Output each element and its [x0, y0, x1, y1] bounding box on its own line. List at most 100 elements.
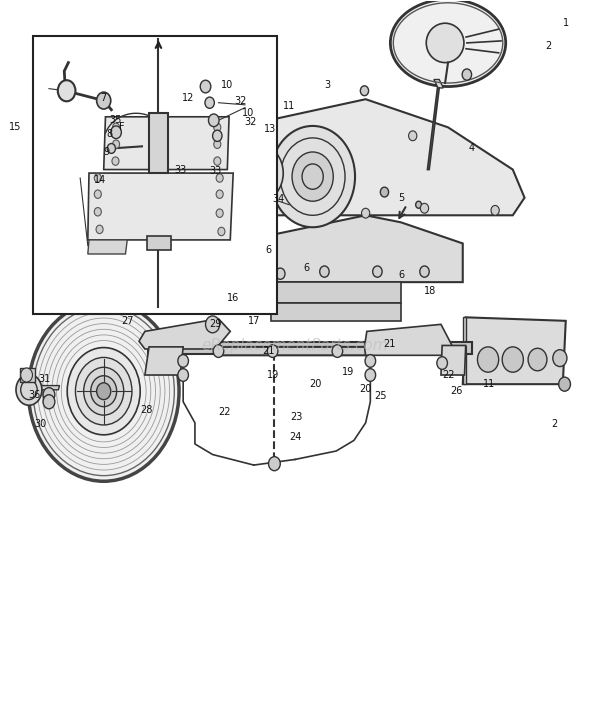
Circle shape	[97, 383, 111, 400]
Text: 28: 28	[140, 405, 153, 415]
Circle shape	[267, 345, 278, 357]
Text: 35: 35	[109, 116, 122, 125]
Text: 22: 22	[442, 370, 454, 380]
Circle shape	[373, 266, 382, 277]
Circle shape	[553, 350, 567, 367]
Circle shape	[205, 97, 214, 109]
Circle shape	[437, 357, 447, 369]
Text: 33: 33	[209, 166, 222, 176]
Text: 36: 36	[29, 390, 41, 400]
Text: 30: 30	[35, 419, 47, 429]
Circle shape	[16, 374, 42, 405]
Text: 23: 23	[290, 412, 302, 422]
Text: 1: 1	[563, 18, 569, 28]
Text: F: F	[119, 123, 124, 133]
Circle shape	[212, 130, 222, 142]
Text: 16: 16	[227, 293, 240, 302]
Polygon shape	[218, 347, 367, 355]
Text: 18: 18	[424, 286, 437, 296]
Circle shape	[113, 140, 120, 149]
Circle shape	[191, 198, 199, 208]
Circle shape	[559, 377, 571, 391]
Polygon shape	[139, 319, 230, 349]
Circle shape	[381, 187, 389, 197]
Circle shape	[107, 144, 116, 154]
Polygon shape	[88, 173, 233, 240]
Circle shape	[200, 80, 211, 93]
Circle shape	[178, 369, 188, 381]
Text: 15: 15	[9, 123, 22, 133]
Circle shape	[111, 126, 122, 139]
Text: 13: 13	[264, 124, 276, 134]
Circle shape	[214, 123, 221, 132]
Circle shape	[462, 69, 471, 80]
Text: 6: 6	[304, 263, 310, 273]
Circle shape	[365, 369, 376, 381]
Polygon shape	[171, 142, 206, 215]
Text: eReplacementParts.com: eReplacementParts.com	[202, 338, 388, 353]
Text: 10: 10	[221, 80, 234, 90]
Polygon shape	[439, 347, 466, 355]
Polygon shape	[427, 88, 439, 170]
Circle shape	[365, 355, 376, 367]
Polygon shape	[271, 303, 401, 321]
Text: 7: 7	[100, 93, 107, 103]
Circle shape	[96, 225, 103, 233]
Text: 29: 29	[209, 319, 222, 329]
Circle shape	[268, 457, 280, 471]
Circle shape	[178, 355, 188, 367]
Circle shape	[94, 174, 101, 182]
Circle shape	[270, 126, 355, 227]
Circle shape	[205, 316, 219, 333]
Text: 25: 25	[374, 391, 386, 401]
Polygon shape	[147, 236, 171, 250]
Text: 32: 32	[245, 117, 257, 127]
Text: 11: 11	[483, 379, 496, 389]
Circle shape	[216, 209, 223, 217]
Circle shape	[420, 266, 429, 277]
Text: 24: 24	[289, 432, 301, 442]
Circle shape	[94, 190, 101, 198]
Polygon shape	[148, 342, 471, 354]
Circle shape	[43, 388, 55, 402]
Text: 20: 20	[309, 379, 322, 389]
Circle shape	[218, 227, 225, 235]
Circle shape	[416, 201, 421, 208]
Text: 4: 4	[468, 143, 474, 154]
Circle shape	[236, 145, 283, 201]
Circle shape	[276, 268, 285, 279]
Circle shape	[477, 347, 499, 372]
Circle shape	[84, 367, 124, 415]
Circle shape	[332, 345, 343, 357]
Polygon shape	[88, 240, 127, 254]
Circle shape	[216, 174, 223, 182]
Polygon shape	[149, 114, 169, 173]
Text: 14: 14	[93, 175, 106, 185]
Circle shape	[214, 157, 221, 166]
Text: 12: 12	[182, 93, 194, 103]
Circle shape	[214, 208, 222, 218]
Circle shape	[190, 273, 199, 284]
Bar	[33, 36, 277, 314]
Text: 22: 22	[218, 407, 231, 417]
Circle shape	[528, 348, 547, 371]
Text: 8: 8	[107, 130, 113, 140]
Circle shape	[21, 368, 32, 382]
Circle shape	[28, 301, 179, 482]
Circle shape	[113, 123, 120, 132]
Circle shape	[216, 190, 223, 198]
Polygon shape	[434, 80, 443, 88]
Text: 9: 9	[104, 147, 110, 157]
Text: 5: 5	[398, 192, 404, 203]
Text: 32: 32	[235, 96, 247, 106]
Circle shape	[292, 152, 333, 201]
Circle shape	[409, 131, 417, 141]
Circle shape	[208, 114, 219, 127]
Polygon shape	[104, 117, 229, 170]
Text: 11: 11	[283, 102, 295, 111]
Text: 10: 10	[242, 109, 254, 118]
Polygon shape	[33, 386, 60, 390]
Text: 33: 33	[174, 164, 186, 175]
Text: 21: 21	[383, 339, 395, 349]
Ellipse shape	[426, 23, 464, 63]
